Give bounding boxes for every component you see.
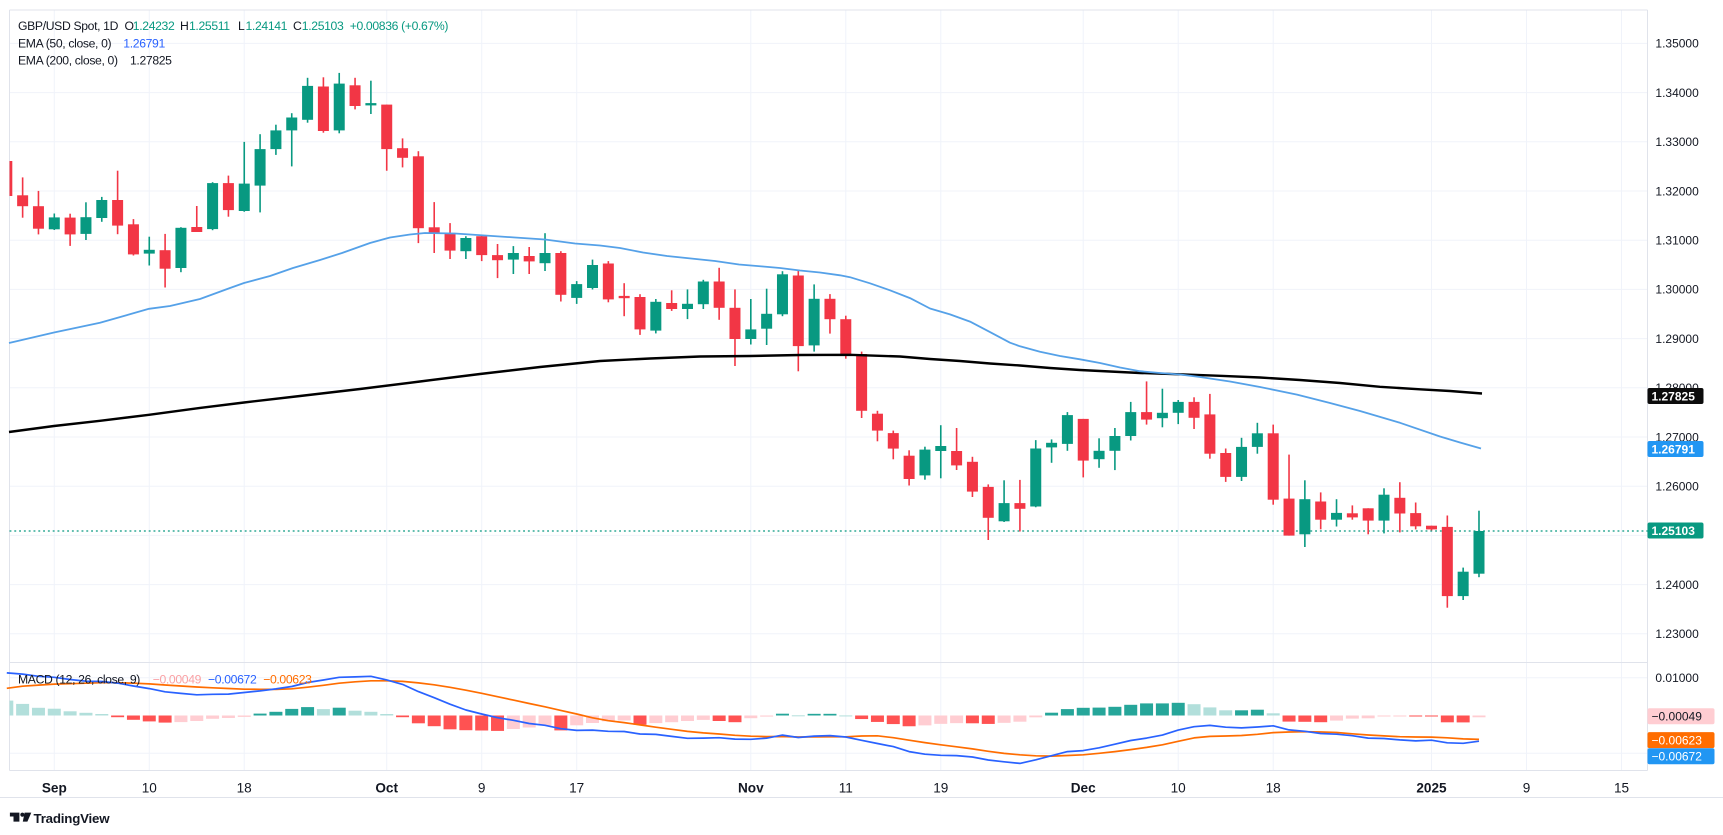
svg-text:1.27825: 1.27825 — [1652, 389, 1696, 403]
svg-text:18: 18 — [1266, 780, 1281, 795]
svg-text:Oct: Oct — [375, 780, 398, 795]
svg-text:1.35000: 1.35000 — [1655, 37, 1699, 51]
svg-text:18: 18 — [237, 780, 252, 795]
svg-text:1.26791: 1.26791 — [123, 37, 165, 51]
svg-text:15: 15 — [1614, 780, 1629, 795]
svg-text:−0.00049: −0.00049 — [1652, 710, 1703, 724]
svg-text:1.31000: 1.31000 — [1655, 234, 1699, 248]
svg-text:10: 10 — [1171, 780, 1187, 795]
svg-text:O: O — [125, 19, 134, 33]
svg-text:1.27000: 1.27000 — [1655, 430, 1699, 444]
svg-text:H: H — [180, 19, 188, 33]
svg-text:19: 19 — [933, 780, 948, 795]
svg-text:2025: 2025 — [1416, 780, 1447, 795]
svg-text:9: 9 — [1523, 780, 1531, 795]
svg-text:EMA (200, close, 0): EMA (200, close, 0) — [18, 54, 118, 68]
svg-text:1.26000: 1.26000 — [1655, 480, 1699, 494]
svg-text:Sep: Sep — [42, 780, 67, 795]
svg-text:1.33000: 1.33000 — [1655, 135, 1699, 149]
svg-text:EMA (50, close, 0): EMA (50, close, 0) — [18, 37, 112, 51]
svg-text:1.24141: 1.24141 — [246, 19, 288, 33]
svg-text:+0.00836 (+0.67%): +0.00836 (+0.67%) — [350, 19, 449, 33]
svg-text:17: 17 — [569, 780, 584, 795]
svg-text:−0.00672: −0.00672 — [1652, 750, 1703, 764]
svg-text:1.30000: 1.30000 — [1655, 283, 1699, 297]
svg-text:−0.00672: −0.00672 — [208, 673, 257, 687]
svg-text:0.01000: 0.01000 — [1655, 671, 1699, 685]
svg-text:Nov: Nov — [738, 780, 764, 795]
svg-text:1.32000: 1.32000 — [1655, 184, 1699, 198]
svg-text:1.25511: 1.25511 — [189, 19, 230, 33]
svg-text:1.25103: 1.25103 — [1652, 524, 1696, 538]
svg-text:−0.00623: −0.00623 — [263, 673, 312, 687]
svg-text:TradingView: TradingView — [34, 811, 111, 826]
svg-text:1.26791: 1.26791 — [1652, 442, 1696, 456]
svg-text:1.25103: 1.25103 — [302, 19, 344, 33]
svg-text:Dec: Dec — [1071, 780, 1096, 795]
svg-text:C: C — [293, 19, 302, 33]
svg-text:−0.00623: −0.00623 — [1652, 733, 1703, 747]
svg-text:1.24232: 1.24232 — [133, 19, 175, 33]
svg-text:L: L — [238, 19, 245, 33]
svg-text:GBP/USD Spot, 1D: GBP/USD Spot, 1D — [18, 19, 119, 33]
svg-text:9: 9 — [478, 780, 486, 795]
svg-text:MACD (12, 26, close, 9): MACD (12, 26, close, 9) — [18, 673, 140, 687]
svg-text:1.29000: 1.29000 — [1655, 332, 1699, 346]
svg-text:1.23000: 1.23000 — [1655, 627, 1699, 641]
svg-text:1.24000: 1.24000 — [1655, 578, 1699, 592]
svg-text:11: 11 — [839, 780, 853, 795]
svg-text:1.27825: 1.27825 — [130, 54, 172, 68]
svg-text:−0.00049: −0.00049 — [153, 673, 202, 687]
svg-text:10: 10 — [142, 780, 158, 795]
svg-text:1.34000: 1.34000 — [1655, 86, 1699, 100]
